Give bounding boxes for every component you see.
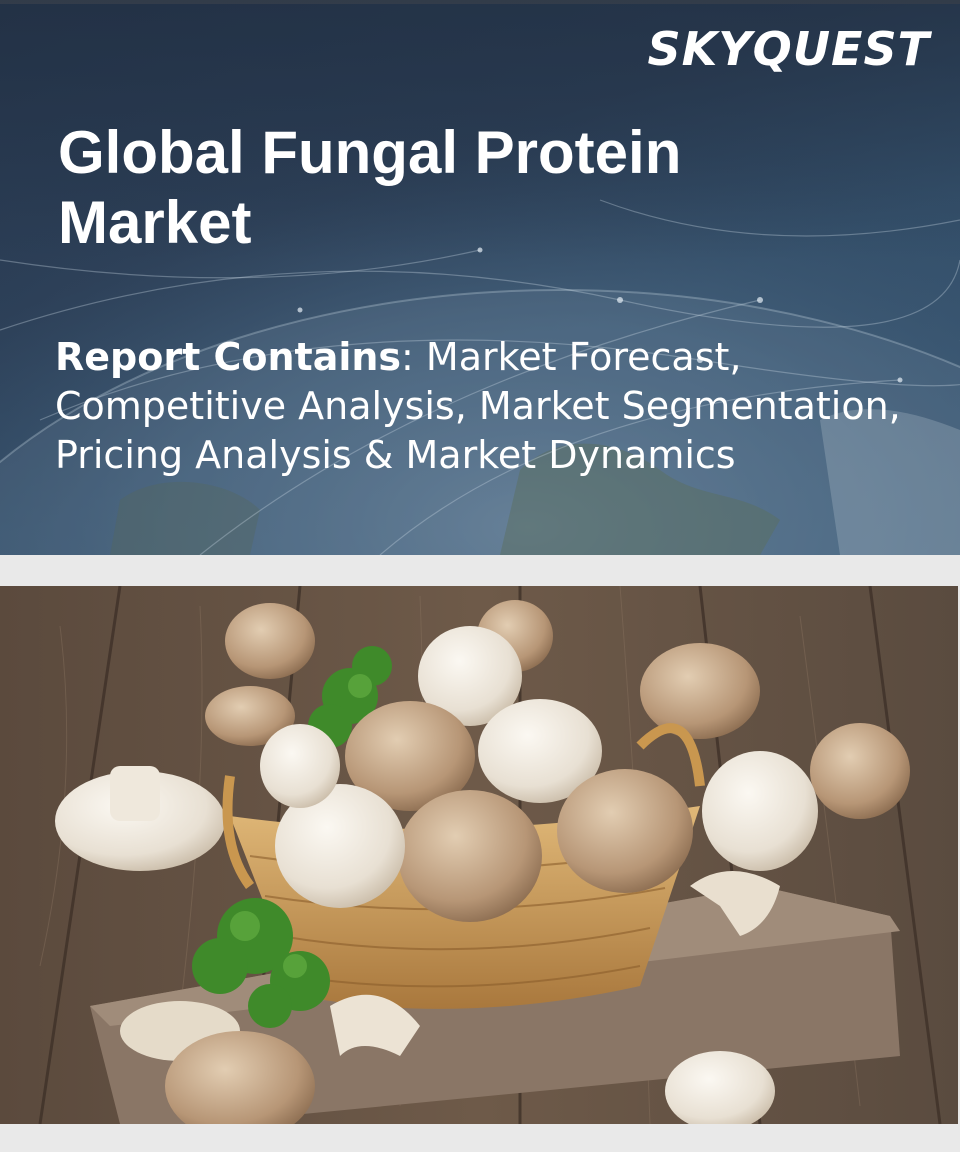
page-title: Global Fungal Protein Market	[58, 119, 682, 256]
report-contains-text: : Market Forecast, Competitive Analysis,…	[55, 335, 901, 477]
mushrooms-in-basket-photo	[0, 586, 958, 1124]
globe-network-image	[0, 0, 960, 555]
report-contents: Report Contains: Market Forecast, Compet…	[55, 333, 915, 480]
report-contains-label: Report Contains	[55, 335, 402, 379]
skyquest-logo: SKYQUEST	[647, 22, 930, 76]
header-banner: SKYQUEST Global Fungal Protein Market Re…	[0, 0, 960, 555]
